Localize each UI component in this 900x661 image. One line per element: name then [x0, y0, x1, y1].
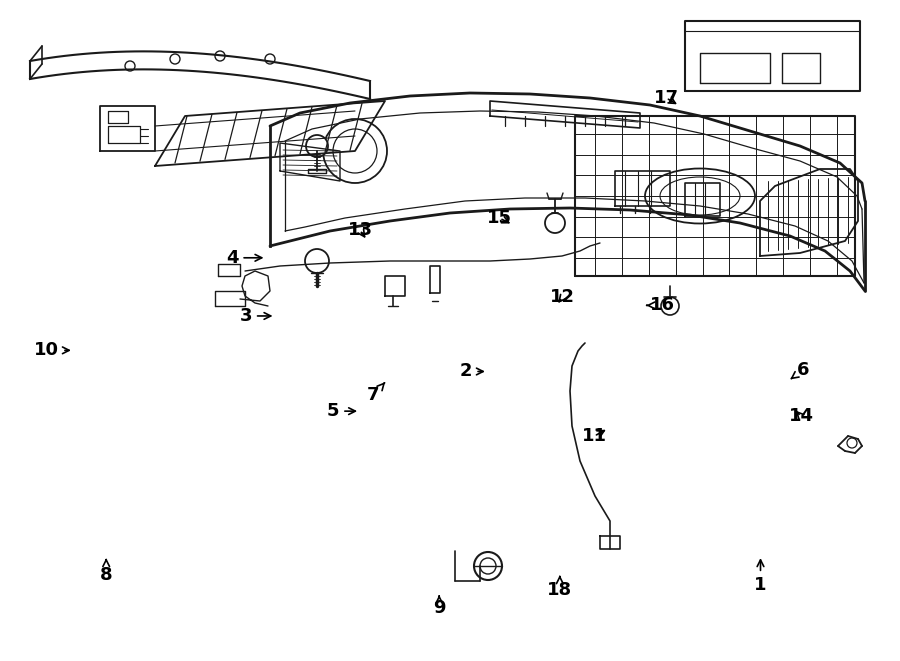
Text: 7: 7	[367, 383, 384, 405]
Circle shape	[661, 297, 679, 315]
Text: 15: 15	[487, 209, 512, 227]
Circle shape	[545, 213, 565, 233]
Text: 5: 5	[327, 402, 356, 420]
Circle shape	[305, 249, 329, 273]
Text: 11: 11	[581, 427, 607, 446]
Text: 3: 3	[239, 307, 271, 325]
Text: 2: 2	[460, 362, 483, 381]
Text: 13: 13	[347, 221, 373, 239]
Text: 12: 12	[550, 288, 575, 307]
Text: 17: 17	[653, 89, 679, 107]
Circle shape	[306, 135, 328, 157]
Text: 10: 10	[34, 341, 69, 360]
Text: 4: 4	[226, 249, 262, 267]
Text: 9: 9	[433, 596, 446, 617]
Text: 14: 14	[788, 407, 814, 426]
Text: 8: 8	[100, 560, 112, 584]
Text: 16: 16	[647, 296, 675, 315]
Text: 18: 18	[547, 577, 572, 599]
Text: 6: 6	[791, 361, 809, 379]
Text: 1: 1	[754, 560, 767, 594]
